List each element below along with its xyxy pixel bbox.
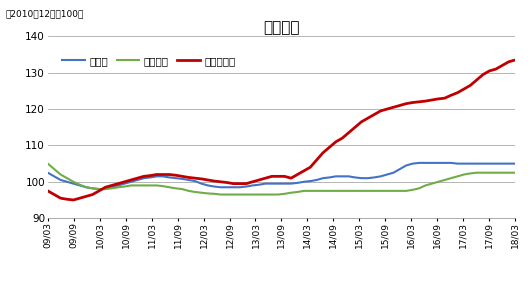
戸建住宅 xyxy=(474,171,480,175)
Legend: 住宅地, 戸建住宅, マンション: 住宅地, 戸建住宅, マンション xyxy=(62,56,235,66)
戸建住宅 xyxy=(512,171,518,175)
住宅地 xyxy=(45,171,51,175)
戸建住宅 xyxy=(313,189,320,193)
マンション xyxy=(313,158,320,162)
住宅地 xyxy=(480,162,486,165)
住宅地 xyxy=(313,178,320,182)
マンション xyxy=(204,178,211,182)
住宅地 xyxy=(153,175,160,178)
戸建住宅 xyxy=(147,184,153,187)
戸建住宅 xyxy=(198,191,204,195)
住宅地 xyxy=(204,184,211,187)
Line: マンション: マンション xyxy=(48,60,515,200)
マンション xyxy=(147,174,153,178)
マンション xyxy=(45,189,51,193)
住宅地 xyxy=(512,162,518,165)
戸建住宅 xyxy=(45,162,51,165)
住宅地 xyxy=(416,161,422,165)
マンション xyxy=(70,198,76,202)
Line: 住宅地: 住宅地 xyxy=(48,163,515,189)
マンション xyxy=(474,78,480,82)
戸建住宅 xyxy=(307,189,313,193)
Text: （2010年12月＝100）: （2010年12月＝100） xyxy=(5,9,84,18)
Line: 戸建住宅: 戸建住宅 xyxy=(48,164,515,195)
マンション xyxy=(307,165,313,169)
住宅地 xyxy=(147,176,153,179)
住宅地 xyxy=(96,187,102,191)
マンション xyxy=(512,58,518,62)
マンション xyxy=(153,173,160,176)
住宅地 xyxy=(307,179,313,183)
Title: 南関東圏: 南関東圏 xyxy=(263,20,299,35)
戸建住宅 xyxy=(141,184,147,187)
戸建住宅 xyxy=(217,193,224,196)
